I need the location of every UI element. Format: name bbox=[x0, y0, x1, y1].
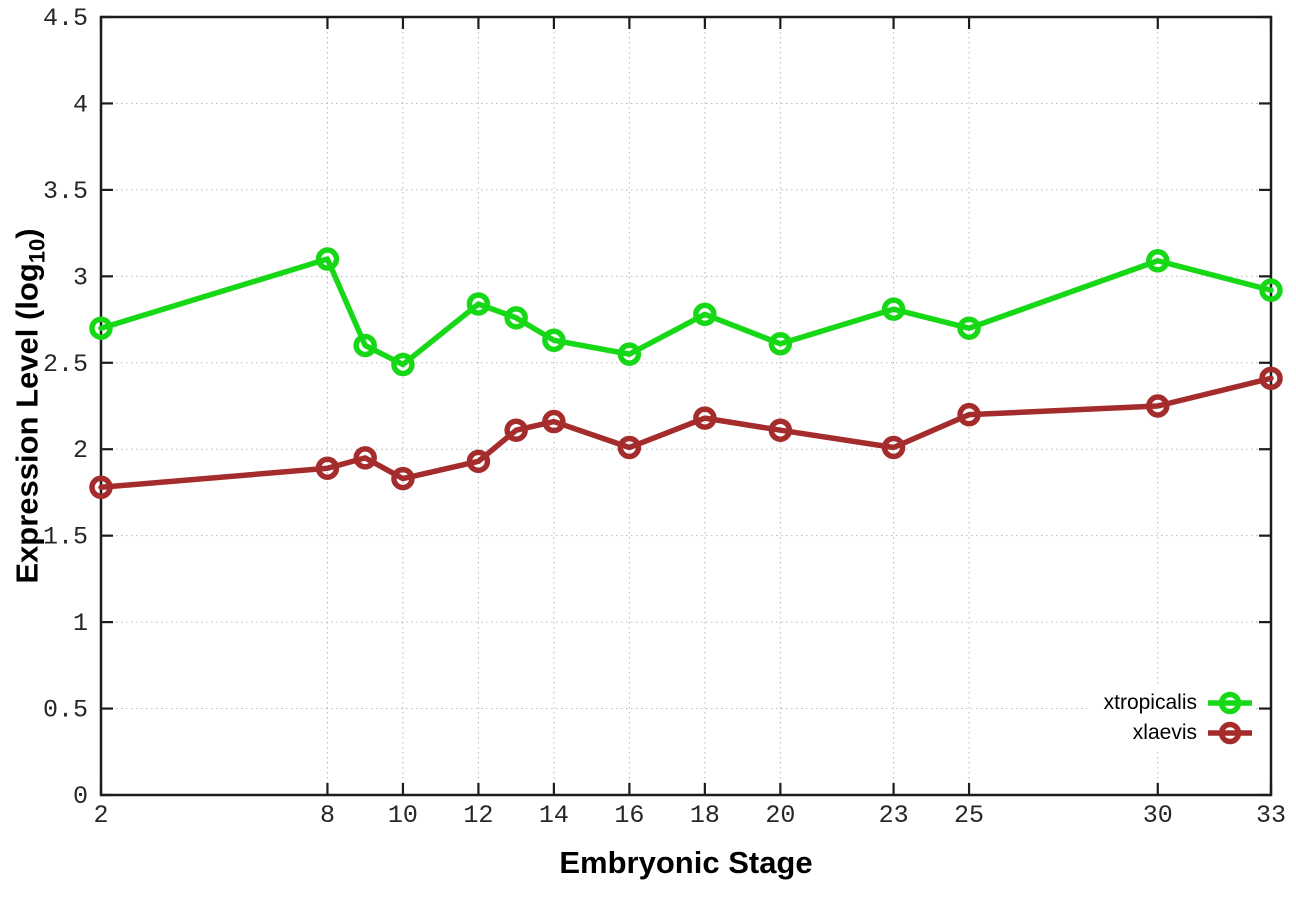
data-point-xlaevis-x18 bbox=[693, 406, 717, 430]
x-tick-label: 12 bbox=[463, 801, 493, 830]
data-point-xlaevis-x9 bbox=[353, 446, 377, 470]
x-tick-label: 33 bbox=[1256, 801, 1286, 830]
x-tick-label: 10 bbox=[388, 801, 418, 830]
data-point-xtropicalis-x14 bbox=[542, 328, 566, 353]
legend: xtropicalis xlaevis bbox=[1089, 686, 1254, 750]
legend-marker-xlaevis bbox=[1218, 721, 1242, 745]
y-axis-title-prefix: Expression Level (log bbox=[9, 263, 45, 584]
data-point-xlaevis-x16 bbox=[617, 435, 642, 460]
plot-grid bbox=[101, 17, 1271, 795]
data-point-xtropicalis-x9 bbox=[353, 333, 377, 358]
y-axis-title-subscript: 10 bbox=[24, 238, 50, 264]
data-point-xlaevis-x25 bbox=[957, 402, 981, 427]
x-tick-label: 14 bbox=[539, 801, 569, 830]
y-tick-label: 0.5 bbox=[43, 696, 88, 725]
data-point-xtropicalis-x8 bbox=[315, 247, 340, 271]
legend-sample-icon-xlaevis bbox=[1208, 721, 1252, 745]
data-point-xlaevis-x10 bbox=[391, 466, 415, 491]
y-axis-title: Expression Level (log10) bbox=[10, 228, 51, 583]
y-tick-label: 2.5 bbox=[43, 350, 88, 379]
data-point-xtropicalis-x18 bbox=[693, 302, 717, 327]
data-point-xlaevis-x13 bbox=[504, 418, 528, 442]
data-point-xlaevis-x20 bbox=[768, 418, 793, 442]
y-tick-label: 1.5 bbox=[43, 523, 88, 552]
data-point-xlaevis-x33 bbox=[1259, 366, 1283, 391]
data-point-xlaevis-x8 bbox=[315, 456, 340, 480]
x-tick-label: 18 bbox=[690, 801, 720, 830]
legend-label-xtropicalis: xtropicalis bbox=[1103, 691, 1197, 714]
y-tick-label: 3.5 bbox=[43, 177, 88, 206]
data-point-xtropicalis-x13 bbox=[504, 306, 528, 330]
data-point-xtropicalis-x2 bbox=[89, 316, 113, 340]
y-tick-label: 3 bbox=[73, 263, 88, 292]
y-tick-label: 0 bbox=[73, 782, 88, 811]
y-axis-title-suffix: ) bbox=[9, 228, 45, 239]
data-point-xtropicalis-x33 bbox=[1259, 278, 1283, 302]
x-tick-label: 30 bbox=[1143, 801, 1173, 830]
data-point-xlaevis-x2 bbox=[89, 475, 113, 500]
legend-label-xlaevis: xlaevis bbox=[1132, 721, 1197, 744]
tick-marks bbox=[99, 15, 1273, 797]
x-tick-label: 23 bbox=[879, 801, 909, 830]
data-point-xlaevis-x12 bbox=[466, 449, 491, 474]
data-point-xtropicalis-x16 bbox=[617, 342, 642, 366]
y-tick-label: 1 bbox=[73, 609, 88, 638]
data-point-xtropicalis-x20 bbox=[768, 332, 793, 356]
y-tick-label: 2 bbox=[73, 436, 88, 465]
data-point-xtropicalis-x23 bbox=[881, 297, 906, 321]
plot-border bbox=[99, 15, 1273, 797]
x-tick-label: 25 bbox=[954, 801, 984, 830]
legend-item-xtropicalis: xtropicalis bbox=[1104, 688, 1254, 718]
legend-item-xlaevis: xlaevis bbox=[1104, 718, 1254, 748]
x-axis-title: Embryonic Stage bbox=[559, 845, 813, 880]
data-point-xtropicalis-x30 bbox=[1146, 249, 1170, 273]
x-tick-label: 2 bbox=[93, 801, 108, 830]
data-point-xlaevis-x23 bbox=[881, 435, 906, 460]
y-tick-label: 4 bbox=[73, 90, 88, 119]
y-tick-label: 4.5 bbox=[43, 4, 88, 33]
x-tick-label: 16 bbox=[614, 801, 644, 830]
series-line-xlaevis bbox=[98, 375, 1274, 491]
data-point-xlaevis-x30 bbox=[1146, 394, 1170, 418]
legend-marker-xtropicalis bbox=[1218, 691, 1242, 715]
data-point-xlaevis-x14 bbox=[542, 409, 566, 434]
data-point-xtropicalis-x12 bbox=[466, 292, 491, 316]
legend-sample-icon-xtropicalis bbox=[1208, 691, 1252, 715]
x-tick-label: 8 bbox=[320, 801, 335, 830]
data-point-xtropicalis-x25 bbox=[957, 316, 981, 340]
data-point-xtropicalis-x10 bbox=[391, 352, 415, 377]
x-tick-label: 20 bbox=[765, 801, 795, 830]
series-line-xtropicalis bbox=[98, 256, 1274, 368]
tick-labels: 2 8 10 12 14 16 18 20 23 25 30 33 0 0.5 1 1.5 2 2.5 3 3.5 4 4… bbox=[43, 4, 1286, 830]
